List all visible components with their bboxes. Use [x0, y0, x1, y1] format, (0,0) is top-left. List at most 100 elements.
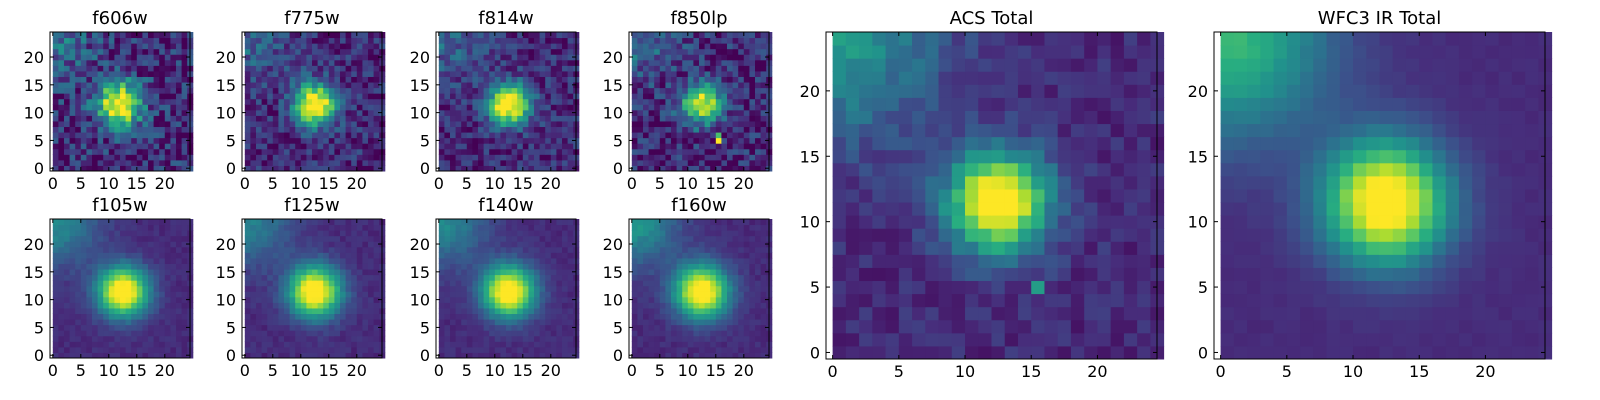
heatmap-cell	[511, 159, 518, 166]
heatmap-cell	[550, 76, 557, 83]
heatmap-cell	[136, 285, 143, 292]
heatmap-cell	[120, 335, 127, 342]
heatmap-cell	[444, 109, 451, 116]
heatmap-cell	[545, 346, 552, 353]
heatmap-cell	[103, 313, 110, 320]
heatmap-cell	[444, 126, 451, 133]
heatmap-cell	[170, 82, 177, 89]
heatmap-cell	[267, 76, 274, 83]
heatmap-cell	[567, 32, 574, 39]
heatmap-cell	[704, 109, 711, 116]
heatmap-cell	[682, 54, 689, 61]
heatmap-cell	[539, 235, 546, 242]
heatmap-cell	[103, 263, 110, 270]
heatmap-cell	[52, 324, 59, 331]
heatmap-cell	[511, 302, 518, 309]
heatmap-cell	[153, 54, 160, 61]
heatmap-cell	[760, 109, 767, 116]
heatmap-cell	[671, 43, 678, 50]
heatmap-cell	[300, 219, 307, 226]
heatmap-cell	[671, 341, 678, 348]
heatmap-cell	[97, 104, 104, 111]
heatmap-cell	[461, 109, 468, 116]
heatmap-cell	[562, 330, 569, 337]
heatmap-cell	[356, 280, 363, 287]
heatmap-cell	[528, 137, 535, 144]
heatmap-cell	[345, 252, 352, 259]
heatmap-cell	[69, 285, 76, 292]
heatmap-cell	[489, 274, 496, 281]
heatmap-cell	[760, 143, 767, 150]
heatmap-cell	[665, 291, 672, 298]
heatmap-cell	[256, 280, 263, 287]
heatmap-cell	[478, 341, 485, 348]
heatmap-cell	[455, 154, 462, 161]
heatmap-cell	[489, 120, 496, 128]
heatmap-cell	[743, 341, 750, 348]
heatmap-cell	[52, 285, 59, 292]
heatmap-cell	[727, 82, 734, 89]
heatmap-cell	[120, 120, 127, 128]
heatmap-cell	[472, 104, 479, 111]
heatmap-cell	[131, 154, 138, 161]
heatmap-cell	[272, 98, 279, 105]
heatmap-cell	[710, 346, 717, 353]
heatmap-cell	[522, 230, 529, 237]
heatmap-cell	[142, 224, 149, 231]
heatmap-cell	[749, 82, 756, 89]
heatmap-cell	[478, 230, 485, 237]
heatmap-cell	[478, 285, 485, 292]
heatmap-cell	[52, 257, 59, 264]
heatmap-cell	[539, 241, 546, 248]
heatmap-cell	[665, 154, 672, 161]
heatmap-cell	[727, 319, 734, 326]
heatmap-cell	[164, 280, 171, 287]
heatmap-cell	[438, 132, 445, 139]
heatmap-cell	[323, 341, 330, 348]
heatmap-cell	[466, 291, 473, 298]
heatmap-cell	[450, 132, 457, 139]
heatmap-cell	[250, 98, 257, 105]
heatmap-cell	[181, 65, 188, 72]
heatmap-cell	[97, 324, 104, 331]
heatmap-cell	[340, 285, 347, 292]
heatmap-cell	[58, 120, 65, 128]
heatmap-cell	[86, 224, 93, 231]
heatmap-cell	[489, 54, 496, 61]
heatmap-cell	[272, 132, 279, 139]
heatmap-cell	[164, 252, 171, 259]
heatmap-cell	[300, 59, 307, 66]
heatmap-cell	[567, 148, 574, 155]
heatmap-cell	[289, 296, 296, 303]
heatmap-cell	[170, 165, 177, 172]
heatmap-cell	[278, 132, 285, 139]
heatmap-cell	[108, 32, 115, 39]
heatmap-cell	[727, 159, 734, 166]
heatmap-cell	[710, 132, 717, 139]
heatmap-cell	[250, 82, 257, 89]
heatmap-cell	[181, 296, 188, 303]
heatmap-cell	[682, 330, 689, 337]
heatmap-cell	[478, 246, 485, 253]
heatmap-cell	[732, 302, 739, 309]
heatmap-cell	[654, 154, 661, 161]
heatmap-cell	[58, 335, 65, 342]
heatmap-cell	[489, 252, 496, 259]
heatmap-cell	[522, 32, 529, 39]
heatmap-cell	[58, 137, 65, 144]
heatmap-cell	[356, 219, 363, 226]
heatmap-cell	[438, 324, 445, 331]
heatmap-cell	[631, 98, 638, 105]
heatmap-cell	[362, 87, 369, 94]
heatmap-cell	[244, 115, 251, 122]
heatmap-cell	[368, 319, 375, 326]
heatmap-cell	[131, 257, 138, 264]
y-tick-label: 15	[410, 263, 430, 282]
heatmap-cell	[340, 230, 347, 237]
heatmap-cell	[444, 87, 451, 94]
heatmap-cell	[284, 296, 291, 303]
heatmap-cell	[483, 54, 490, 61]
heatmap-cell	[710, 93, 717, 100]
heatmap-cell	[659, 352, 666, 359]
